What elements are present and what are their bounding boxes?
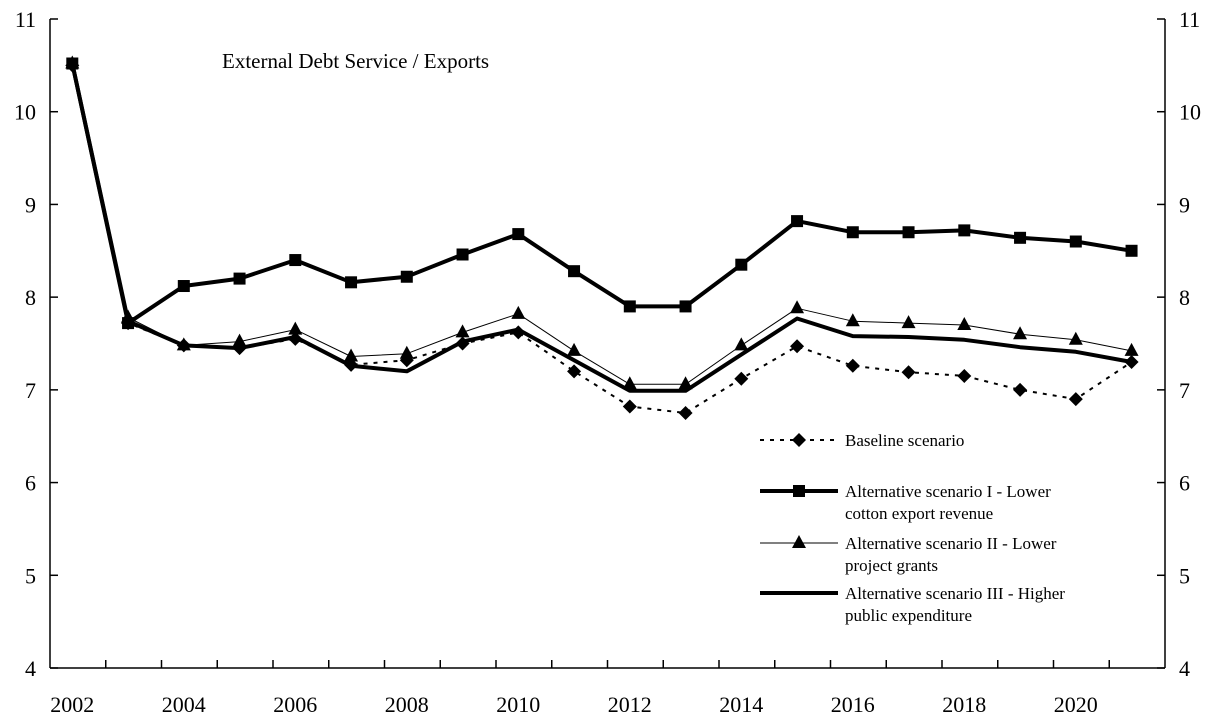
data-point: [845, 358, 860, 373]
data-point: [512, 228, 525, 241]
x-tick-label: 2020: [1054, 692, 1098, 717]
legend-marker: [793, 485, 805, 497]
legend-label: Alternative scenario III - Higher: [845, 584, 1065, 603]
data-point: [622, 399, 637, 414]
legend-item-2: Alternative scenario I - Lower cotton exp…: [760, 482, 1051, 523]
legend-item-3: Alternative scenario II - Lower project g…: [760, 534, 1057, 575]
series-1: [65, 58, 1139, 421]
data-point: [65, 55, 80, 69]
x-tick-label: 2012: [608, 692, 652, 717]
data-point: [1069, 235, 1082, 248]
data-point: [232, 333, 247, 347]
legend-label: cotton export revenue: [845, 504, 993, 523]
axes: 4 4 5 5 6 6 7 7 8 8 9 9 10 10 11 11 2002 2004 2006 2008 2010…: [14, 7, 1201, 717]
data-point: [456, 248, 469, 261]
y-tick-label-right: 10: [1179, 100, 1201, 125]
y-tick-label-left: 11: [15, 7, 36, 32]
series-line: [71, 65, 1133, 414]
legend-label: Baseline scenario: [845, 431, 964, 450]
y-tick-label-right: 11: [1179, 7, 1200, 32]
legend-marker: [792, 535, 806, 548]
legend-label: public expenditure: [845, 606, 972, 625]
data-point: [957, 316, 972, 330]
legend-item-1: Baseline scenario: [760, 431, 964, 450]
data-point: [901, 365, 916, 380]
data-point: [679, 300, 692, 313]
data-point: [678, 376, 693, 390]
data-point: [1014, 231, 1027, 244]
data-point: [958, 224, 971, 237]
data-point: [902, 226, 915, 239]
data-point: [734, 337, 749, 351]
data-point: [233, 272, 246, 285]
series-line: [71, 63, 1132, 385]
data-point: [289, 254, 302, 267]
data-point: [288, 321, 303, 335]
legend: Baseline scenario Alternative scenario I …: [760, 431, 1065, 625]
data-point: [567, 364, 582, 379]
data-point: [345, 276, 358, 289]
chart-title: External Debt Service / Exports: [222, 49, 489, 73]
y-tick-label-right: 9: [1179, 192, 1190, 217]
data-point: [1124, 342, 1139, 356]
data-point: [622, 376, 637, 390]
y-tick-label-left: 9: [25, 192, 36, 217]
data-point: [845, 313, 860, 327]
data-point: [1013, 326, 1028, 340]
data-point: [678, 406, 693, 421]
data-point: [790, 339, 805, 354]
y-tick-label-left: 7: [25, 378, 36, 403]
x-tick-label: 2008: [385, 692, 429, 717]
x-tick-label: 2018: [942, 692, 986, 717]
y-tick-label-right: 7: [1179, 378, 1190, 403]
legend-marker: [792, 433, 806, 447]
data-point: [177, 280, 190, 293]
legend-label: project grants: [845, 556, 938, 575]
data-point: [1068, 331, 1083, 345]
y-tick-label-left: 10: [14, 100, 36, 125]
series-layer: [65, 55, 1139, 421]
data-point: [567, 342, 582, 356]
data-point: [1068, 392, 1083, 407]
y-tick-label-right: 4: [1179, 656, 1190, 681]
x-tick-label: 2004: [162, 692, 206, 717]
legend-label: Alternative scenario I - Lower: [845, 482, 1051, 501]
x-tick-label: 2006: [273, 692, 317, 717]
data-point: [735, 258, 748, 271]
data-point: [511, 305, 526, 319]
data-point: [455, 324, 470, 338]
data-point: [568, 265, 581, 278]
data-point: [957, 368, 972, 383]
data-point: [400, 270, 413, 283]
y-tick-label-left: 8: [25, 285, 36, 310]
series-line: [70, 63, 1132, 326]
data-point: [623, 300, 636, 313]
legend-item-4: Alternative scenario III - Higher public …: [760, 584, 1065, 625]
data-point: [846, 226, 859, 239]
y-tick-label-right: 6: [1179, 471, 1190, 496]
data-point: [1125, 244, 1138, 257]
x-tick-label: 2014: [719, 692, 763, 717]
y-tick-label-left: 6: [25, 471, 36, 496]
legend-label: Alternative scenario II - Lower: [845, 534, 1057, 553]
y-tick-label-right: 5: [1179, 563, 1190, 588]
data-point: [734, 371, 749, 386]
x-tick-label: 2002: [50, 692, 94, 717]
x-tick-label: 2016: [831, 692, 875, 717]
data-point: [791, 215, 804, 228]
series-2: [66, 57, 1138, 330]
series-line: [70, 63, 1132, 393]
data-point: [790, 300, 805, 314]
data-point: [344, 348, 359, 362]
data-point: [1013, 382, 1028, 397]
y-tick-label-right: 8: [1179, 285, 1190, 310]
data-point: [901, 315, 916, 329]
series-3: [65, 55, 1139, 390]
y-tick-label-left: 5: [25, 563, 36, 588]
data-point: [399, 345, 414, 359]
x-tick-label: 2010: [496, 692, 540, 717]
y-tick-label-left: 4: [25, 656, 36, 681]
series-4: [70, 63, 1132, 393]
